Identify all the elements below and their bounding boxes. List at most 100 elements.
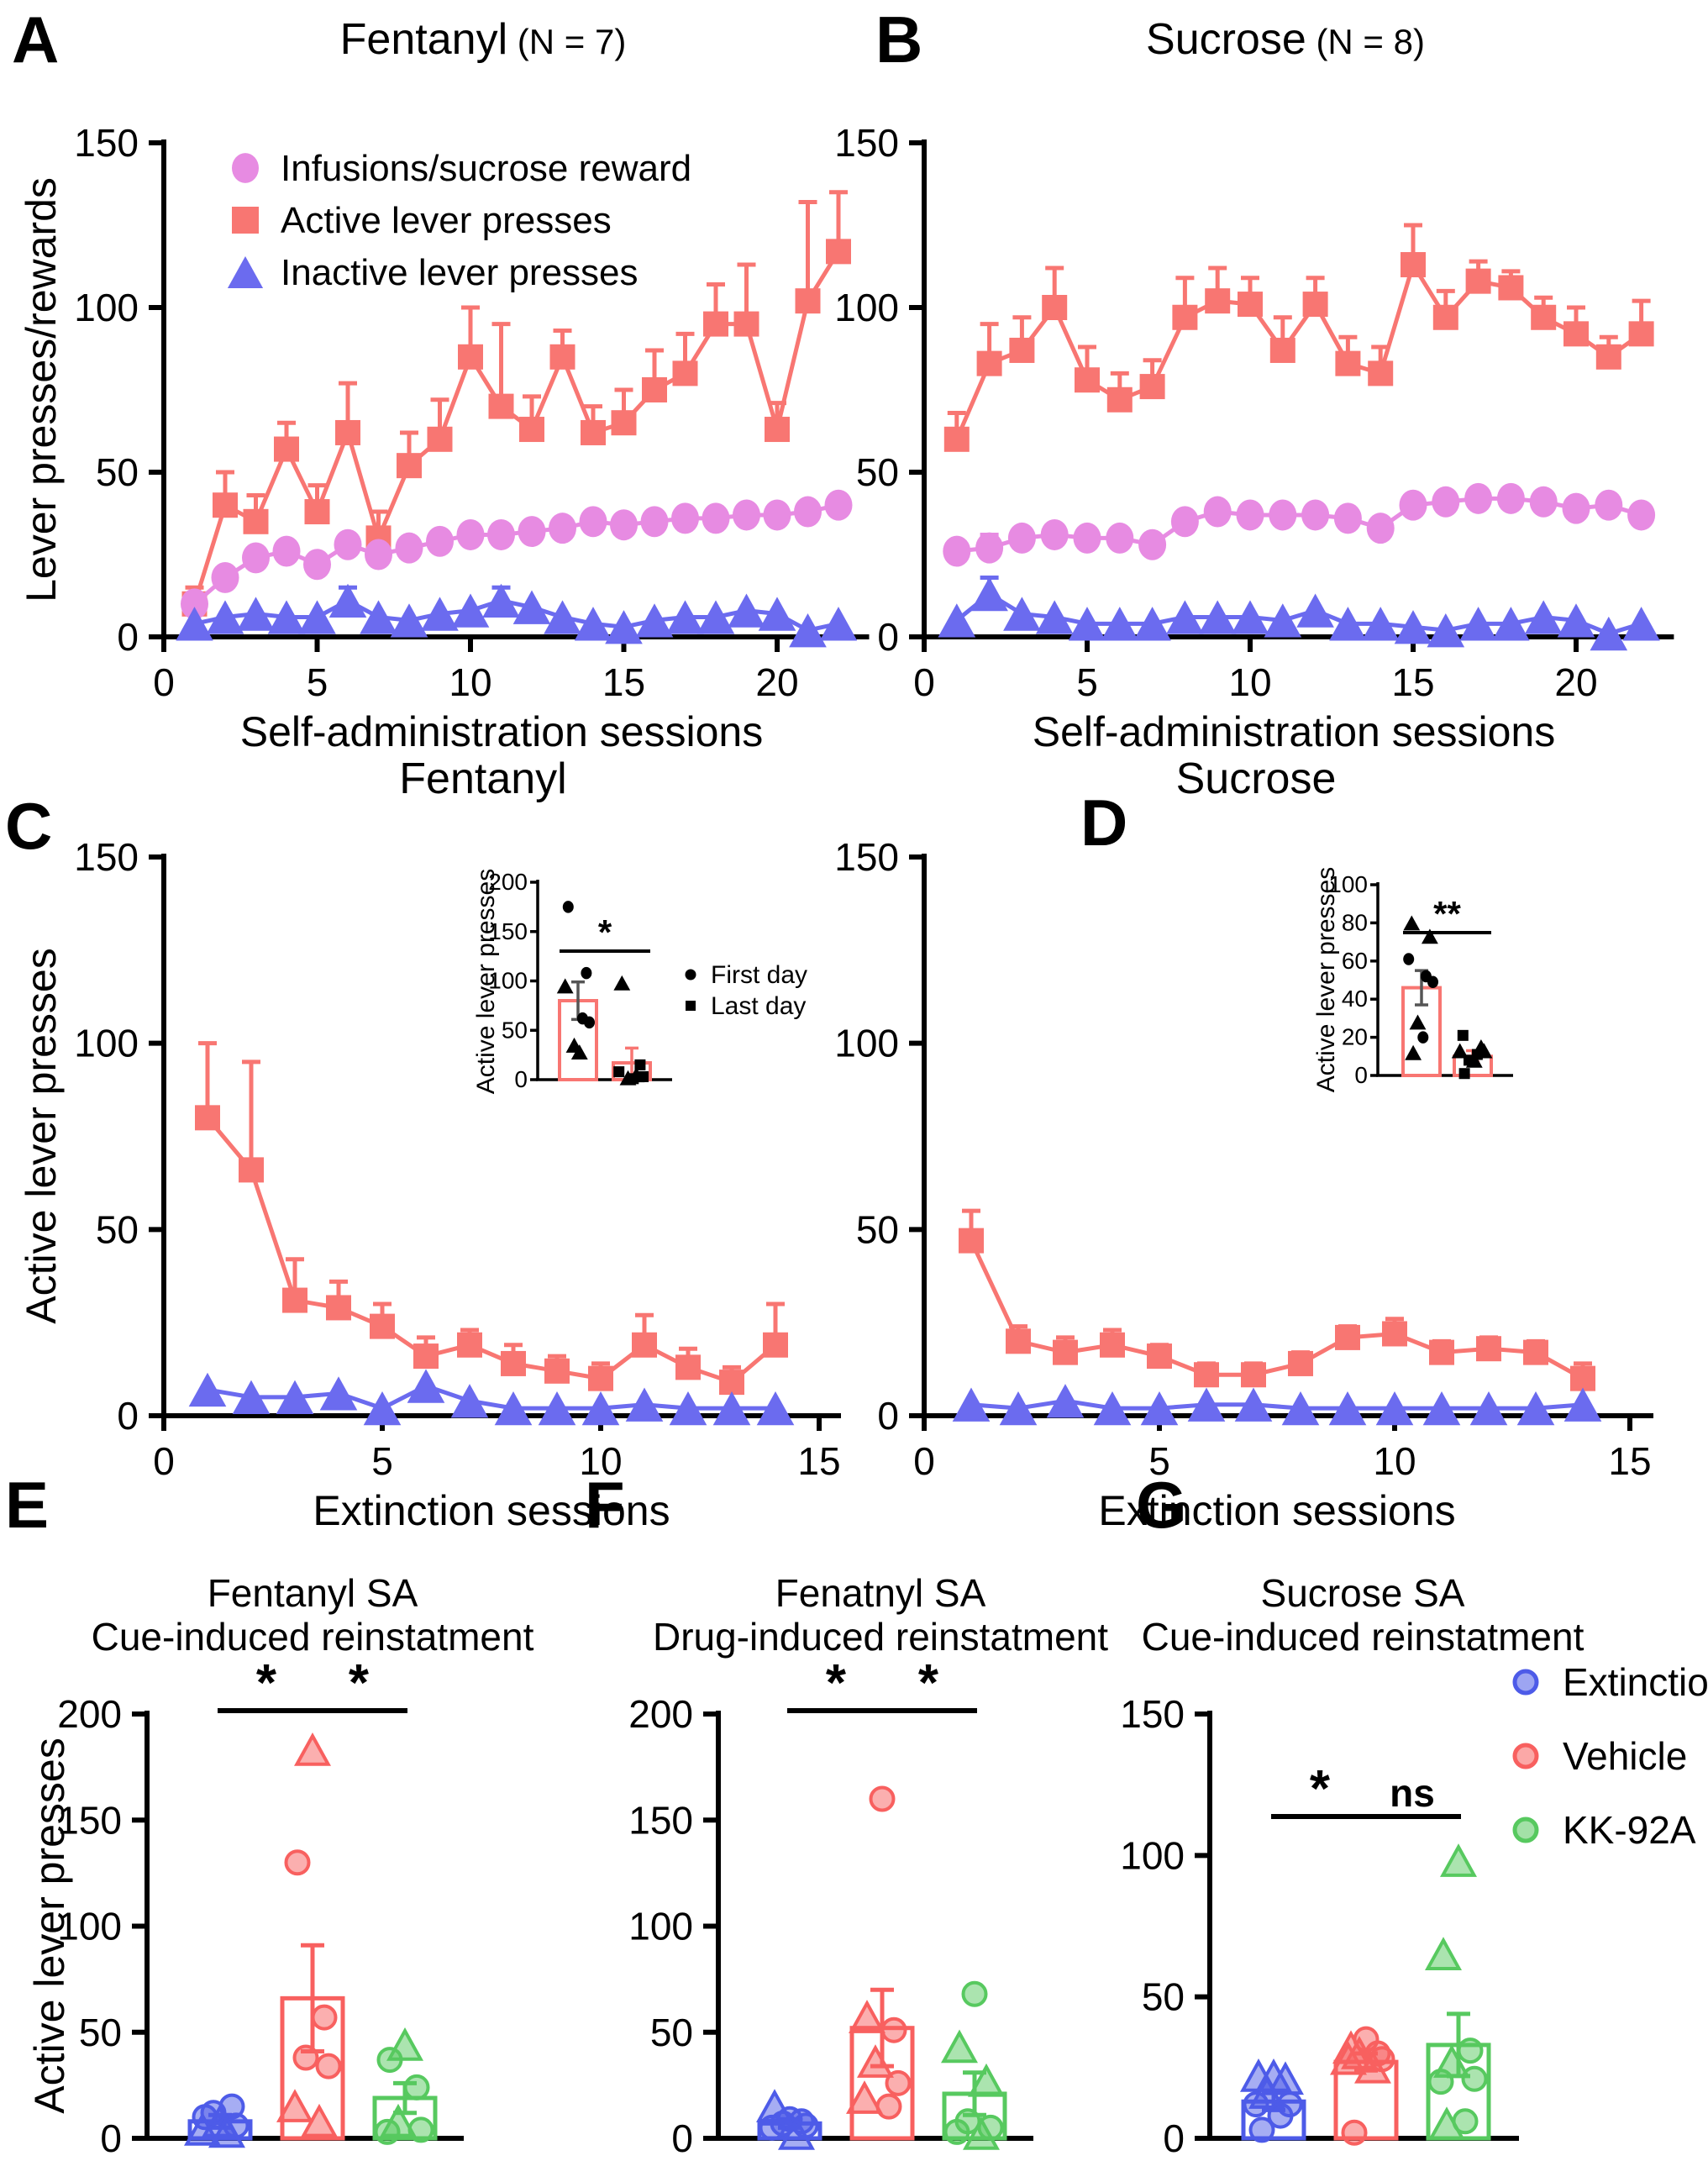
svg-text:Fentanyl (N = 7): Fentanyl (N = 7) — [340, 15, 627, 64]
svg-text:100: 100 — [1120, 1833, 1185, 1877]
svg-text:15: 15 — [797, 1439, 840, 1483]
svg-text:15: 15 — [1391, 660, 1434, 704]
group-vehicle — [1330, 2026, 1399, 2146]
panel-c-letter: C — [5, 789, 53, 863]
svg-text:*: * — [826, 1654, 847, 1712]
svg-text:*: * — [349, 1654, 370, 1712]
svg-text:Cue-induced reinstatment: Cue-induced reinstatment — [92, 1615, 534, 1659]
group-vehicle — [276, 1732, 345, 2141]
svg-text:Fentanyl: Fentanyl — [399, 755, 566, 803]
series-triangle — [176, 583, 858, 648]
group-extinction — [184, 2093, 253, 2148]
svg-text:Drug-induced reinstatment: Drug-induced reinstatment — [653, 1615, 1108, 1659]
svg-text:60: 60 — [1342, 948, 1368, 974]
series-square — [195, 1041, 788, 1396]
svg-text:Self-administration sessions: Self-administration sessions — [1033, 708, 1556, 755]
svg-text:Extinction sessions: Extinction sessions — [1098, 1487, 1455, 1534]
svg-text:Extinction sessions: Extinction sessions — [313, 1487, 670, 1534]
series-triangle — [938, 575, 1660, 651]
svg-text:50: 50 — [650, 2011, 693, 2054]
svg-text:0: 0 — [100, 2116, 122, 2160]
svg-text:0: 0 — [671, 2116, 693, 2160]
svg-text:Active lever presses: Active lever presses — [281, 200, 612, 241]
svg-text:Infusions/sucrose reward: Infusions/sucrose reward — [281, 148, 691, 189]
panel-g-letter: G — [1136, 1468, 1187, 1542]
panel-f-letter: F — [585, 1468, 625, 1542]
svg-text:*: * — [256, 1654, 277, 1712]
svg-text:KK-92A: KK-92A — [1563, 1808, 1696, 1852]
svg-text:100: 100 — [834, 286, 899, 329]
svg-text:0: 0 — [153, 1439, 175, 1483]
svg-text:Sucrose SA: Sucrose SA — [1261, 1571, 1465, 1615]
panel-a-letter: A — [12, 3, 60, 76]
svg-text:100: 100 — [1328, 871, 1368, 897]
svg-text:100: 100 — [57, 1905, 122, 1948]
series-circle — [943, 482, 1656, 567]
svg-text:150: 150 — [834, 121, 899, 165]
svg-text:15: 15 — [602, 660, 645, 704]
svg-text:10: 10 — [579, 1439, 622, 1483]
svg-text:50: 50 — [96, 1207, 139, 1251]
series-triangle — [952, 1384, 1602, 1426]
svg-text:**: ** — [1433, 894, 1461, 933]
svg-text:Last day: Last day — [711, 992, 806, 1020]
svg-text:0: 0 — [913, 660, 935, 704]
svg-text:100: 100 — [628, 1905, 693, 1948]
series-square — [943, 223, 1654, 452]
svg-text:100: 100 — [834, 1022, 899, 1065]
svg-text:0: 0 — [877, 1394, 899, 1438]
svg-text:15: 15 — [1608, 1439, 1651, 1483]
svg-text:150: 150 — [74, 121, 139, 165]
svg-text:5: 5 — [1076, 660, 1098, 704]
svg-text:0: 0 — [117, 1394, 139, 1438]
panel-b-letter: B — [875, 3, 923, 76]
svg-text:First day: First day — [711, 961, 807, 989]
svg-text:0: 0 — [1354, 1062, 1368, 1088]
svg-text:*: * — [598, 912, 612, 952]
svg-text:0: 0 — [913, 1439, 935, 1483]
svg-text:100: 100 — [74, 1022, 139, 1065]
svg-text:150: 150 — [834, 835, 899, 879]
panel-c-chart: 0 50 100 150 0 5 10 15 Extinction sessions Active… — [18, 755, 841, 1534]
svg-text:Inactive lever presses: Inactive lever presses — [281, 252, 639, 293]
svg-text:50: 50 — [79, 2011, 122, 2054]
svg-text:Sucrose (N = 8): Sucrose (N = 8) — [1146, 15, 1425, 64]
svg-text:200: 200 — [488, 869, 528, 895]
svg-text:Active lever presses: Active lever presses — [472, 869, 500, 1094]
panel-e-letter: E — [5, 1468, 50, 1542]
svg-text:150: 150 — [488, 918, 528, 944]
group-vehicle — [846, 1785, 915, 2141]
svg-text:Active lever presses: Active lever presses — [18, 948, 65, 1323]
svg-text:10: 10 — [1373, 1439, 1416, 1483]
svg-text:Self-administration sessions: Self-administration sessions — [240, 708, 764, 755]
group-extinction — [1240, 2058, 1306, 2143]
svg-text:0: 0 — [153, 660, 175, 704]
svg-text:0: 0 — [1163, 2116, 1185, 2160]
svg-text:Lever presses/rewards: Lever presses/rewards — [18, 177, 65, 602]
svg-text:5: 5 — [307, 660, 328, 704]
svg-text:150: 150 — [57, 1798, 122, 1842]
group-kk-92a — [372, 2027, 438, 2145]
svg-text:50: 50 — [856, 1207, 899, 1251]
series-triangle — [188, 1369, 795, 1426]
series-circle — [181, 489, 853, 620]
svg-text:*: * — [918, 1654, 939, 1712]
panel-d-letter: D — [1080, 786, 1128, 860]
group-extinction — [756, 2089, 822, 2150]
svg-text:10: 10 — [1228, 660, 1271, 704]
svg-text:*: * — [1310, 1760, 1331, 1818]
svg-text:20: 20 — [755, 660, 798, 704]
svg-text:0: 0 — [877, 615, 899, 659]
group-kk-92a — [1425, 1843, 1491, 2141]
svg-text:10: 10 — [449, 660, 491, 704]
svg-text:50: 50 — [1142, 1975, 1185, 2019]
